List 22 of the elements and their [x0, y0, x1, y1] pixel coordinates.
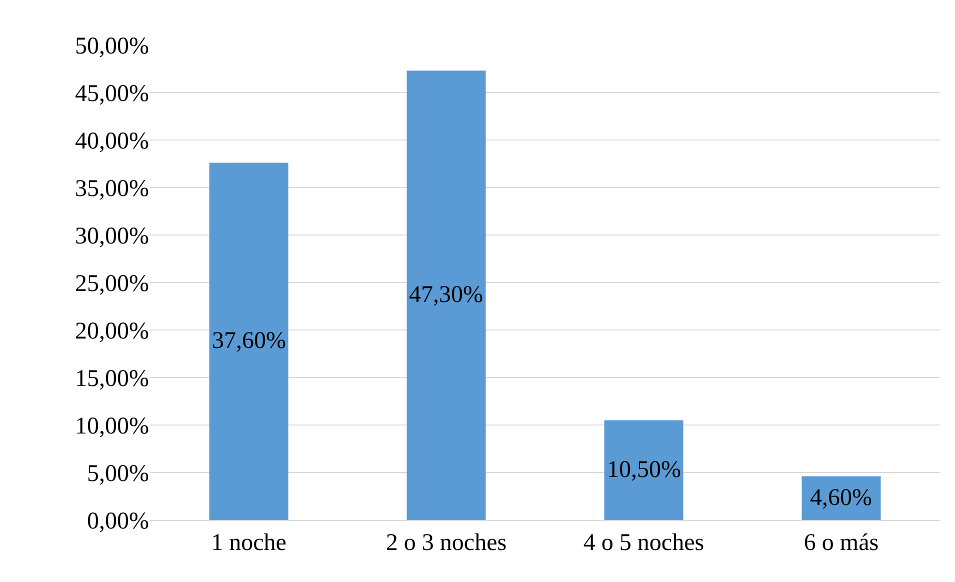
data-label: 37,60%: [212, 328, 286, 354]
y-tick-label: 50,00%: [75, 33, 149, 60]
y-tick-label: 35,00%: [75, 176, 149, 202]
y-tick-label: 25,00%: [75, 270, 149, 297]
y-tick-label: 15,00%: [75, 366, 149, 392]
data-label: 10,50%: [607, 457, 681, 483]
x-tick-label: 2 o 3 noches: [386, 530, 507, 556]
y-tick-label: 45,00%: [75, 80, 149, 107]
bar: [406, 70, 486, 520]
y-tick-label: 0,00%: [87, 508, 149, 534]
x-tick-label: 1 noche: [211, 530, 286, 556]
y-tick-label: 40,00%: [75, 128, 149, 154]
data-label: 47,30%: [409, 282, 483, 308]
x-tick-label: 4 o 5 noches: [583, 530, 704, 556]
y-tick-label: 10,00%: [75, 413, 149, 440]
y-tick-label: 20,00%: [75, 318, 149, 344]
y-tick-label: 30,00%: [75, 223, 149, 250]
x-tick-label: 6 o más: [804, 530, 879, 556]
bar: [604, 420, 684, 520]
bar: [209, 162, 288, 520]
data-label: 4,60%: [810, 485, 872, 511]
y-tick-label: 5,00%: [87, 460, 149, 487]
